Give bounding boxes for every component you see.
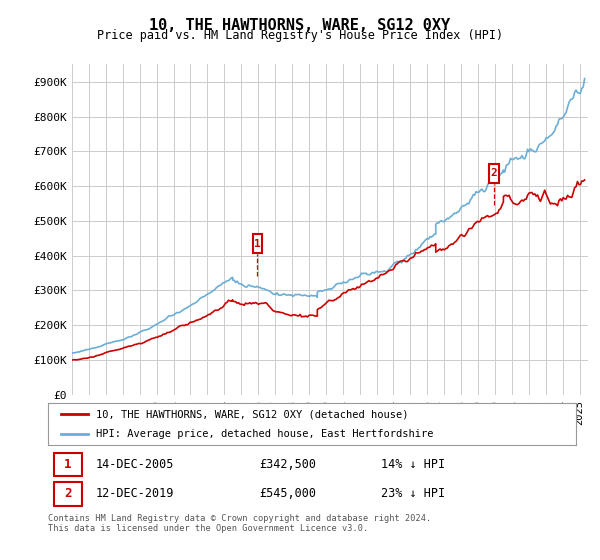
FancyBboxPatch shape: [490, 164, 499, 183]
Text: 14% ↓ HPI: 14% ↓ HPI: [380, 458, 445, 471]
Text: 23% ↓ HPI: 23% ↓ HPI: [380, 487, 445, 501]
Text: £342,500: £342,500: [259, 458, 316, 471]
FancyBboxPatch shape: [55, 452, 82, 477]
Text: 10, THE HAWTHORNS, WARE, SG12 0XY (detached house): 10, THE HAWTHORNS, WARE, SG12 0XY (detac…: [95, 409, 408, 419]
Text: 2: 2: [491, 168, 497, 178]
Text: 14-DEC-2005: 14-DEC-2005: [95, 458, 174, 471]
Text: HPI: Average price, detached house, East Hertfordshire: HPI: Average price, detached house, East…: [95, 429, 433, 438]
Text: Contains HM Land Registry data © Crown copyright and database right 2024.
This d: Contains HM Land Registry data © Crown c…: [48, 514, 431, 534]
Text: Price paid vs. HM Land Registry's House Price Index (HPI): Price paid vs. HM Land Registry's House …: [97, 29, 503, 42]
Text: 2: 2: [64, 487, 72, 501]
FancyBboxPatch shape: [55, 482, 82, 506]
Text: 1: 1: [64, 458, 72, 471]
FancyBboxPatch shape: [253, 234, 262, 253]
Text: £545,000: £545,000: [259, 487, 316, 501]
Text: 10, THE HAWTHORNS, WARE, SG12 0XY: 10, THE HAWTHORNS, WARE, SG12 0XY: [149, 18, 451, 33]
Text: 1: 1: [254, 239, 260, 249]
Text: 12-DEC-2019: 12-DEC-2019: [95, 487, 174, 501]
